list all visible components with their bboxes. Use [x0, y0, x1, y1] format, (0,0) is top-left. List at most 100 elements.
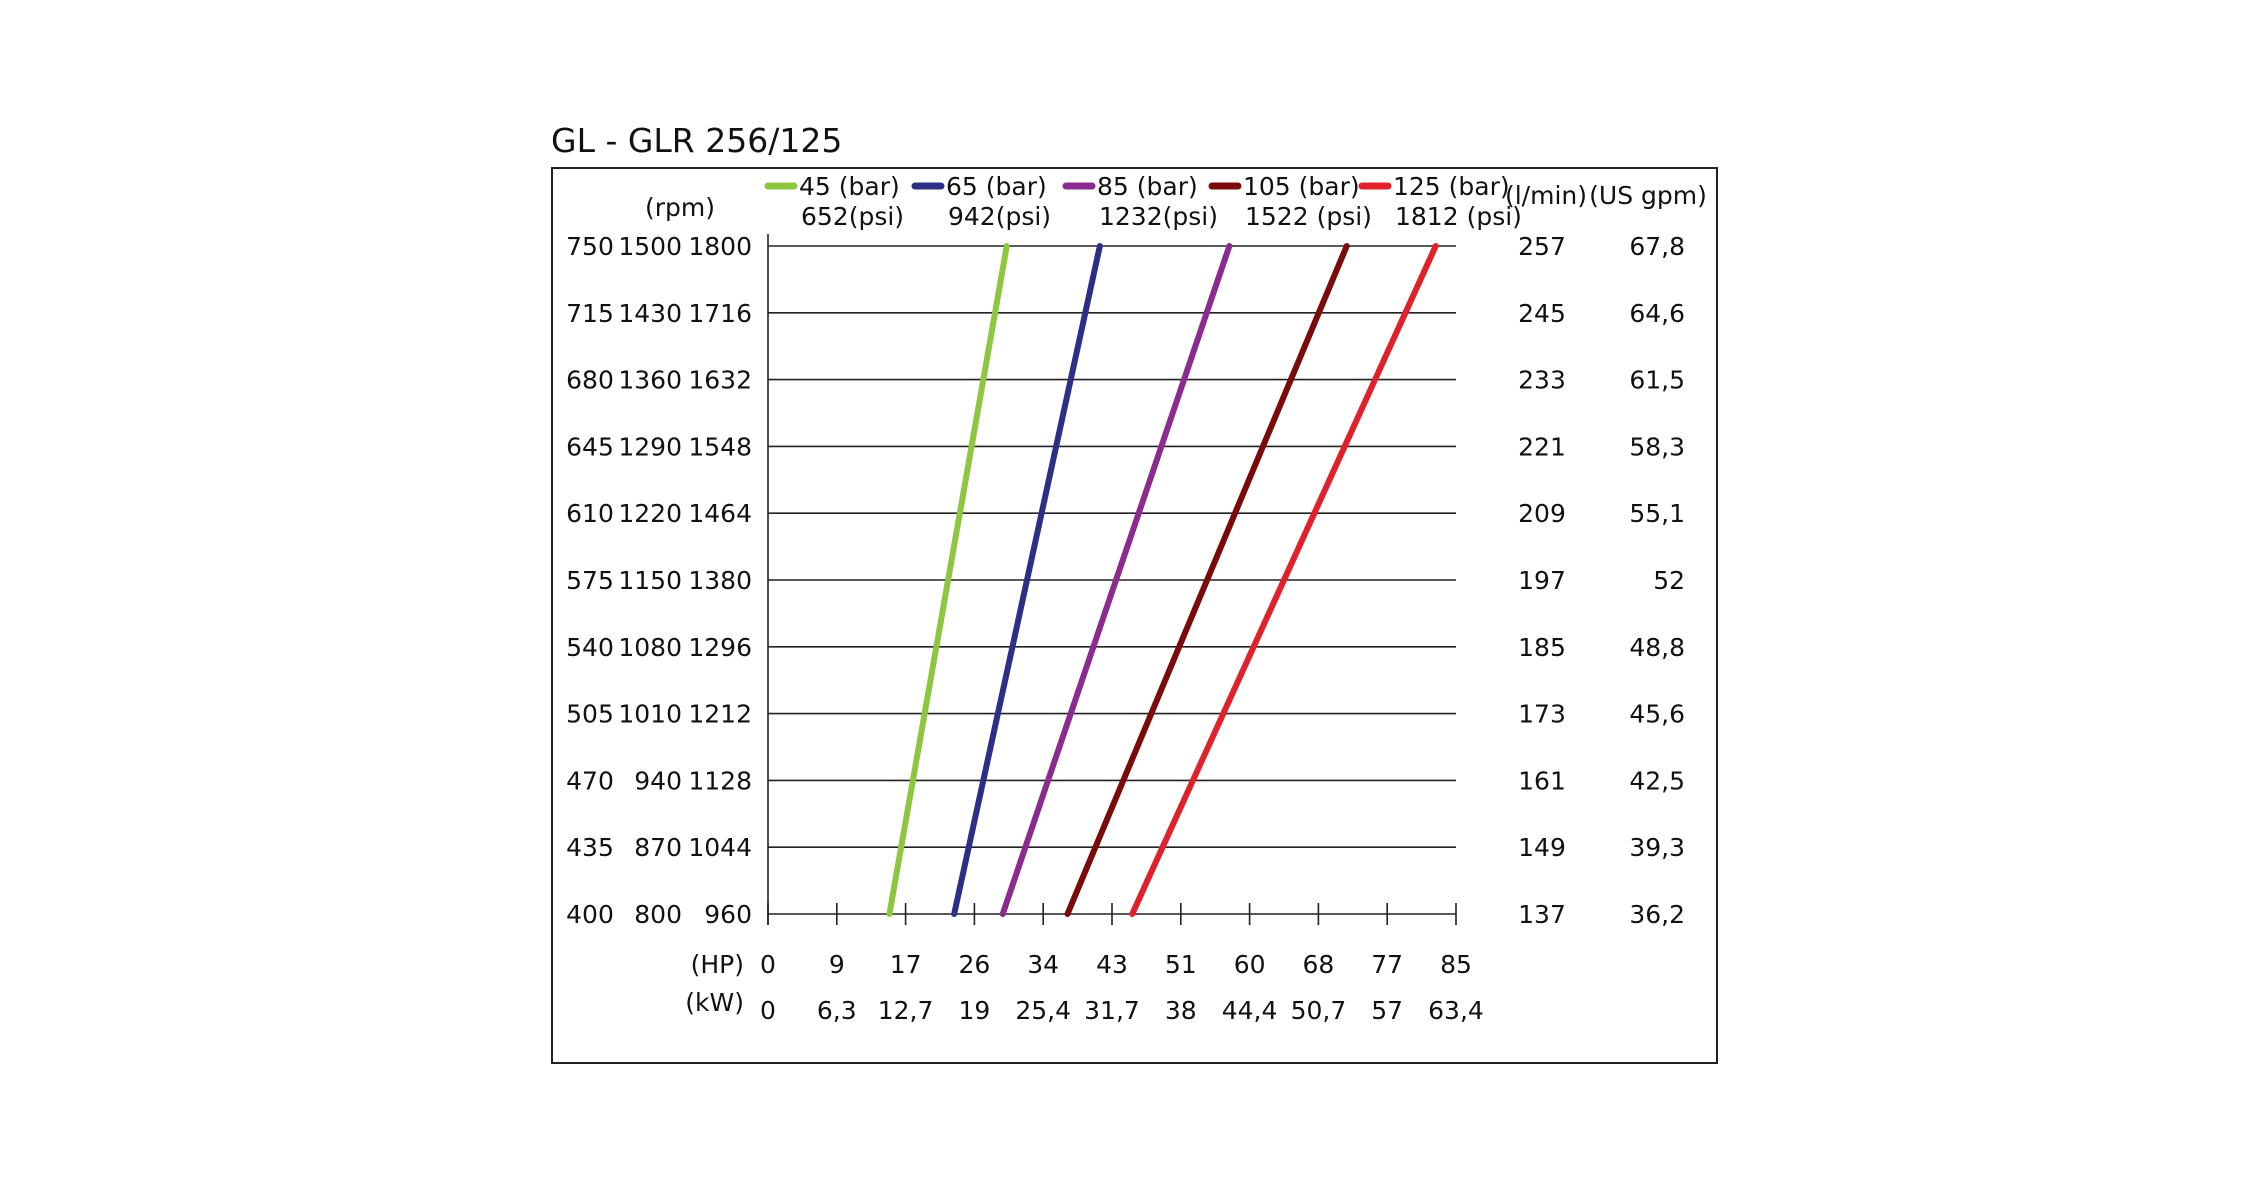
- flow-lpm-label: 233: [1518, 366, 1566, 395]
- rpm-label: 435: [566, 833, 614, 862]
- chart-title: GL - GLR 256/125: [551, 121, 842, 160]
- rpm-label: 960: [704, 900, 752, 929]
- legend-sublabel: 1232(psi): [1099, 202, 1218, 231]
- hp-tick-label: 0: [760, 950, 776, 979]
- flow-gpm-label: 64,6: [1629, 299, 1685, 328]
- kw-tick-label: 63,4: [1428, 996, 1484, 1025]
- flow-gpm-label: 55,1: [1629, 499, 1685, 528]
- hp-tick-label: 17: [890, 950, 922, 979]
- kw-tick-label: 25,4: [1015, 996, 1071, 1025]
- rpm-label: 645: [566, 432, 614, 461]
- flow-gpm-label: 61,5: [1629, 366, 1685, 395]
- rpm-label: 1212: [688, 700, 752, 729]
- kw-tick-label: 44,4: [1222, 996, 1278, 1025]
- rpm-label: 505: [566, 700, 614, 729]
- kw-tick-label: 57: [1371, 996, 1403, 1025]
- flow-lpm-label: 161: [1518, 766, 1566, 795]
- rpm-label: 400: [566, 900, 614, 929]
- flow-gpm-label: 67,8: [1629, 232, 1685, 261]
- x-axis: [767, 234, 1457, 925]
- kw-tick-label: 0: [760, 996, 776, 1025]
- rpm-label: 1716: [688, 299, 752, 328]
- rpm-label: 1464: [688, 499, 752, 528]
- rpm-label: 870: [634, 833, 682, 862]
- rpm-label: 1010: [618, 700, 682, 729]
- series-line: [999, 243, 1233, 917]
- kw-axis-label: (kW): [685, 988, 744, 1017]
- series-line: [1129, 243, 1439, 917]
- legend-sublabel: 1812 (psi): [1395, 202, 1522, 231]
- rpm-label: 1044: [688, 833, 752, 862]
- flow-gpm-label: 36,2: [1629, 900, 1685, 929]
- hp-tick-label: 60: [1234, 950, 1266, 979]
- flow-lpm-label: 173: [1518, 700, 1566, 729]
- legend-sublabel: 652(psi): [801, 202, 904, 231]
- flow-gpm-label: 58,3: [1629, 432, 1685, 461]
- hp-tick-label: 26: [958, 950, 990, 979]
- legend-sublabel: 1522 (psi): [1245, 202, 1372, 231]
- hp-tick-label: 51: [1165, 950, 1197, 979]
- rpm-label: 1296: [688, 633, 752, 662]
- rpm-label: 470: [566, 766, 614, 795]
- legend-label: 65 (bar): [946, 172, 1047, 201]
- rpm-label: 940: [634, 766, 682, 795]
- rpm-label: 1150: [618, 566, 682, 595]
- legend-sublabel: 942(psi): [948, 202, 1051, 231]
- flow-gpm-label: 39,3: [1629, 833, 1685, 862]
- rpm-label: 1548: [688, 432, 752, 461]
- flow-gpm-label: 48,8: [1629, 633, 1685, 662]
- rpm-label: 1800: [688, 232, 752, 261]
- flow-gpm-label: 42,5: [1629, 766, 1685, 795]
- kw-tick-label: 19: [958, 996, 990, 1025]
- flow-gpm-label: 52: [1653, 566, 1685, 595]
- rpm-label: 1220: [618, 499, 682, 528]
- rpm-label: 1500: [618, 232, 682, 261]
- legend: 45 (bar)652(psi) 65 (bar)942(psi) 85 (bar)…: [764, 172, 1522, 231]
- flow-gpm-label: 45,6: [1629, 700, 1685, 729]
- flow-lpm-label: 185: [1518, 633, 1566, 662]
- flow-lpm-label: 245: [1518, 299, 1566, 328]
- hp-axis-label: (HP): [691, 950, 744, 979]
- series-line: [886, 243, 1010, 917]
- rpm-label: 1128: [688, 766, 752, 795]
- flow-lpm-label: 149: [1518, 833, 1566, 862]
- flow-gpm-axis-label: (US gpm): [1589, 181, 1707, 210]
- flow-lpm-axis-label: (l/min): [1505, 181, 1587, 210]
- rpm-label: 610: [566, 499, 614, 528]
- hp-tick-label: 43: [1096, 950, 1128, 979]
- rpm-label: 1290: [618, 432, 682, 461]
- rpm-label: 1360: [618, 366, 682, 395]
- flow-lpm-label: 209: [1518, 499, 1566, 528]
- kw-tick-label: 12,7: [878, 996, 934, 1025]
- series-line: [951, 243, 1103, 917]
- series-lines: [886, 243, 1439, 917]
- hp-tick-label: 77: [1371, 950, 1403, 979]
- hp-tick-label: 9: [829, 950, 845, 979]
- rpm-label: 1380: [688, 566, 752, 595]
- kw-tick-label: 31,7: [1084, 996, 1140, 1025]
- rpm-axis-label: (rpm): [645, 193, 715, 222]
- flow-lpm-label: 197: [1518, 566, 1566, 595]
- flow-lpm-label: 137: [1518, 900, 1566, 929]
- kw-tick-label: 6,3: [817, 996, 857, 1025]
- hp-tick-label: 34: [1027, 950, 1059, 979]
- legend-label: 125 (bar): [1393, 172, 1510, 201]
- flow-lpm-label: 257: [1518, 232, 1566, 261]
- kw-tick-label: 38: [1165, 996, 1197, 1025]
- hp-tick-label: 68: [1302, 950, 1334, 979]
- rpm-label: 800: [634, 900, 682, 929]
- chart-frame: [551, 167, 1718, 1064]
- rpm-label: 1080: [618, 633, 682, 662]
- rpm-label: 540: [566, 633, 614, 662]
- legend-label: 45 (bar): [799, 172, 900, 201]
- flow-lpm-label: 221: [1518, 432, 1566, 461]
- rpm-label: 680: [566, 366, 614, 395]
- rpm-label: 750: [566, 232, 614, 261]
- legend-label: 105 (bar): [1243, 172, 1360, 201]
- rpm-label: 715: [566, 299, 614, 328]
- kw-tick-label: 50,7: [1291, 996, 1347, 1025]
- rpm-label: 575: [566, 566, 614, 595]
- grid-lines: [768, 245, 1456, 915]
